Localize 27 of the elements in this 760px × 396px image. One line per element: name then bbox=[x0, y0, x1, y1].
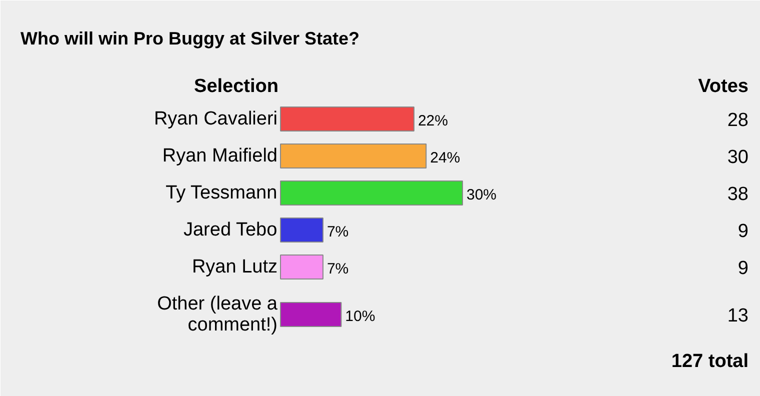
y-tick-label: Ryan Maifield bbox=[162, 146, 278, 166]
text: 38 bbox=[727, 184, 749, 205]
data-label: 30% bbox=[466, 186, 497, 204]
bar bbox=[280, 254, 324, 280]
text: 30 bbox=[727, 147, 749, 168]
text: 9 bbox=[738, 221, 749, 242]
bar bbox=[280, 106, 414, 132]
bar bbox=[280, 144, 427, 168]
text: 9 bbox=[738, 258, 749, 279]
text: Votes bbox=[698, 76, 749, 97]
chart-title: Who will win Pro Buggy at Silver State? bbox=[20, 28, 360, 48]
bar bbox=[280, 180, 463, 206]
text: 28 bbox=[727, 110, 749, 131]
data-label: 7% bbox=[326, 260, 349, 278]
data-label: 24% bbox=[430, 150, 460, 166]
data-label: 10% bbox=[345, 308, 376, 325]
y-tick-label: Ryan Lutz bbox=[192, 256, 278, 278]
text: 127 total bbox=[671, 351, 749, 372]
y-tick-label: Ryan Cavalieri bbox=[154, 108, 278, 130]
data-label: 7% bbox=[326, 224, 349, 240]
bar bbox=[280, 218, 324, 242]
y-tick-label: Jared Tebo bbox=[183, 220, 278, 240]
text: 13 bbox=[727, 306, 749, 326]
y-tick-label: Other (leave a comment!) bbox=[157, 294, 278, 336]
y-axis-title: Selection bbox=[194, 76, 279, 97]
data-label: 22% bbox=[418, 112, 448, 130]
y-tick-label: Ty Tessmann bbox=[166, 182, 278, 204]
